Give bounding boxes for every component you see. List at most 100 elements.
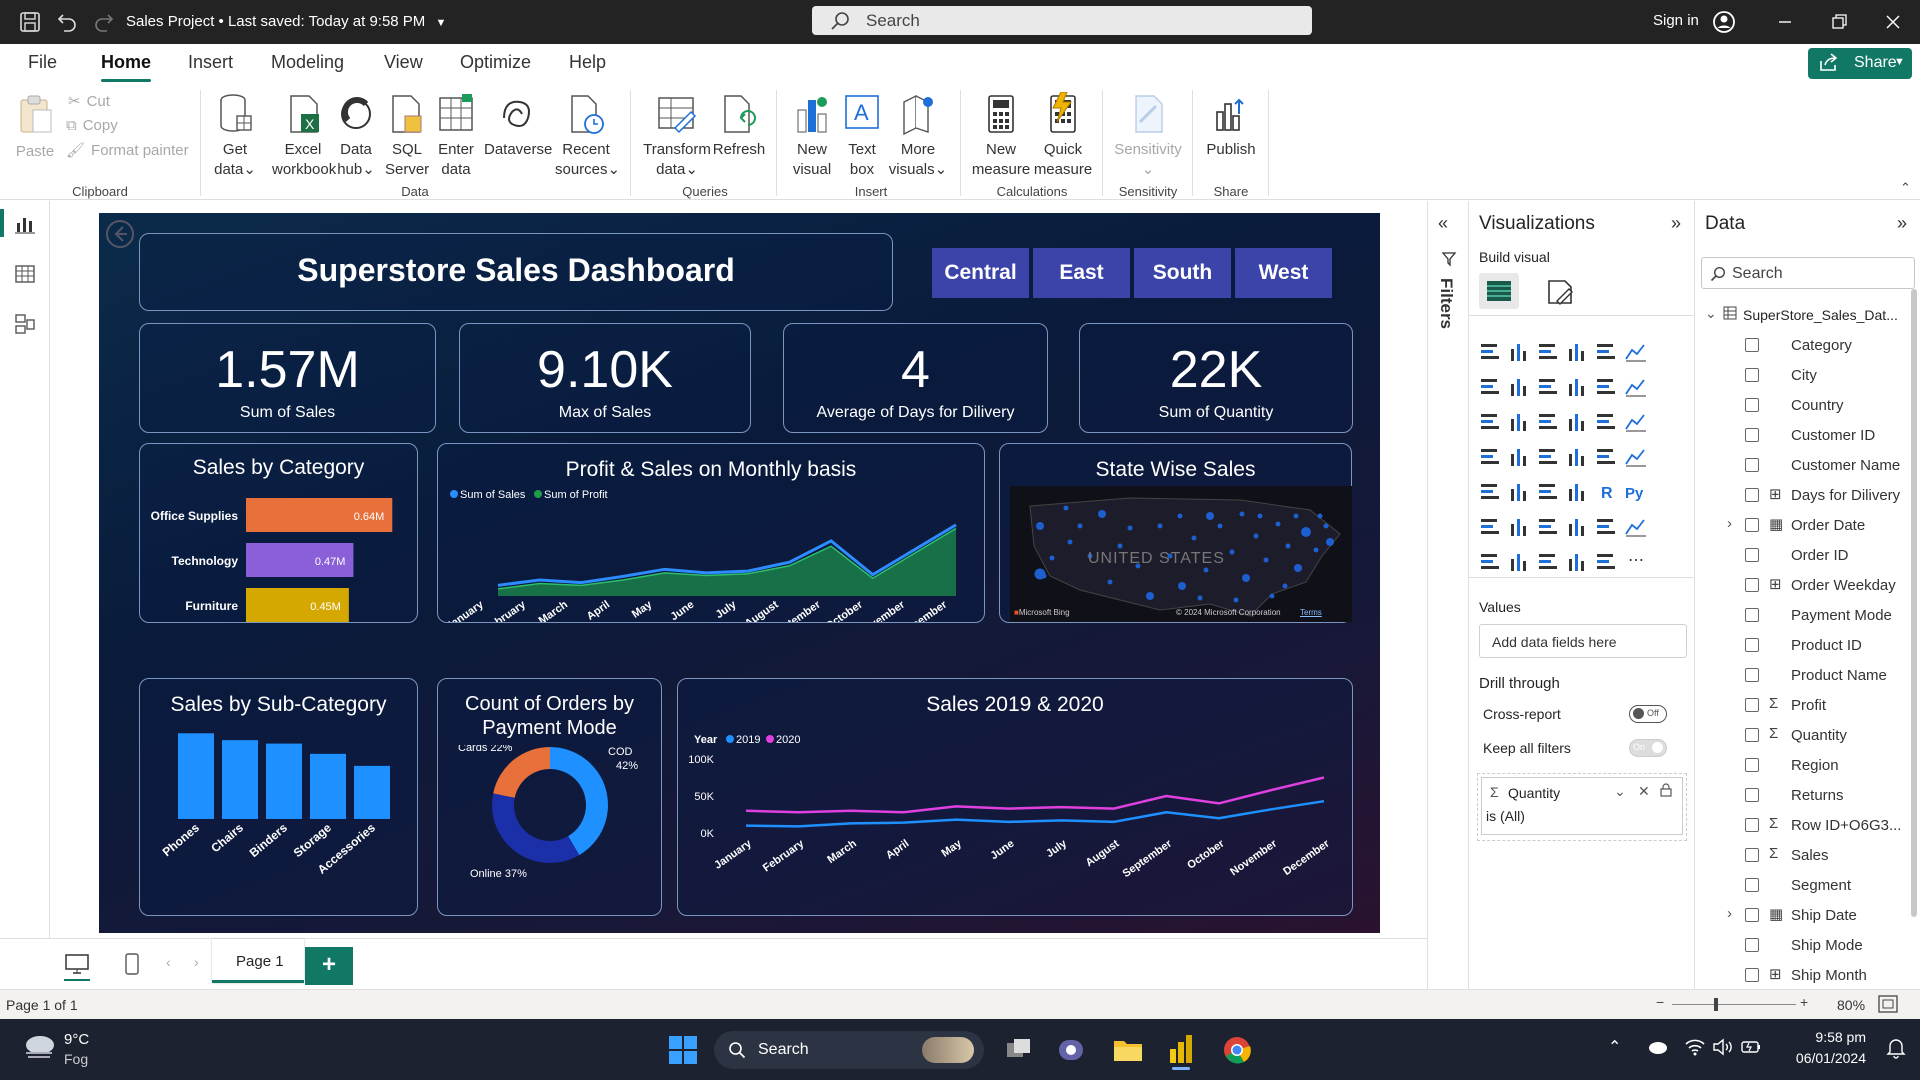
close-icon[interactable]: ✕ [1638, 783, 1650, 799]
field-item[interactable]: › ▦ Ship Date [1695, 901, 1920, 931]
field-item[interactable]: Segment [1695, 871, 1920, 901]
scrollbar[interactable] [1911, 289, 1917, 917]
battery-icon[interactable] [1740, 1037, 1762, 1057]
double-chevron-right-icon[interactable]: » [1671, 213, 1682, 233]
redo-icon[interactable] [92, 10, 116, 34]
field-item[interactable]: Σ Quantity [1695, 721, 1920, 751]
zoom-slider[interactable] [1672, 1004, 1796, 1005]
collapse-ribbon-icon[interactable]: ⌃ [1900, 180, 1911, 195]
card-icon[interactable] [1595, 446, 1619, 468]
sales-by-year-card[interactable]: Sales 2019 & 2020 Year 2019 2020 100K 50K 0K J… [677, 678, 1353, 916]
field-item[interactable]: City [1695, 361, 1920, 391]
slicer-icon[interactable] [1508, 481, 1532, 503]
account-icon[interactable] [1712, 10, 1736, 34]
field-item[interactable]: ⊞ Days for Dilivery [1695, 481, 1920, 511]
mobile-layout-icon[interactable] [124, 953, 140, 975]
state-wise-sales-card[interactable]: State Wise Sales UNITED STATES ■Microsof… [999, 443, 1352, 623]
power-automate-icon[interactable] [1537, 551, 1561, 573]
funnel-icon[interactable] [1508, 411, 1532, 433]
more-visuals-button[interactable]: More visuals⌄ [888, 92, 948, 180]
field-checkbox[interactable] [1745, 608, 1759, 622]
sensitivity-button[interactable]: Sensitivity ⌄ [1110, 92, 1186, 180]
azure-map-icon[interactable] [1537, 446, 1561, 468]
zoom-slider-thumb[interactable] [1714, 998, 1718, 1011]
model-view-icon[interactable] [14, 313, 36, 335]
scatter-icon[interactable] [1537, 411, 1561, 433]
wifi-icon[interactable] [1684, 1037, 1706, 1057]
field-item[interactable]: Region [1695, 751, 1920, 781]
data-hub-button[interactable]: Data hub⌄ [334, 92, 378, 180]
new-measure-button[interactable]: New measure [970, 92, 1032, 180]
field-checkbox[interactable] [1745, 488, 1759, 502]
kpi-card[interactable]: 1.57M Sum of Sales [139, 323, 436, 433]
field-item[interactable]: Payment Mode [1695, 601, 1920, 631]
desktop-layout-icon[interactable] [64, 953, 90, 981]
line-column-icon[interactable] [1566, 376, 1590, 398]
weather-cloud-icon[interactable] [20, 1031, 58, 1061]
page-tab[interactable]: Page 1 [212, 939, 304, 983]
stacked-column-icon[interactable] [1508, 341, 1532, 363]
power-apps-icon[interactable] [1508, 551, 1532, 573]
profit-sales-card[interactable]: Profit & Sales on Monthly basis Sum of S… [437, 443, 985, 623]
100-column-icon[interactable] [1624, 341, 1648, 363]
field-item[interactable]: Ship Mode [1695, 931, 1920, 961]
zoom-out-button[interactable]: − [1656, 994, 1665, 1010]
stacked-bar-icon[interactable] [1479, 341, 1503, 363]
table-icon[interactable] [1537, 481, 1561, 503]
field-checkbox[interactable] [1745, 338, 1759, 352]
field-checkbox[interactable] [1745, 458, 1759, 472]
report-view-icon[interactable] [14, 213, 36, 235]
area-icon[interactable] [1508, 376, 1532, 398]
menu-insert[interactable]: Insert [188, 52, 234, 72]
kpi-card[interactable]: 9.10K Max of Sales [459, 323, 751, 433]
menu-home[interactable]: Home [101, 52, 152, 72]
excel-workbook-button[interactable]: X Excel workbook [272, 92, 336, 180]
chevron-up-icon[interactable]: ⌃ [1608, 1039, 1622, 1056]
multi-row-card-icon[interactable] [1624, 446, 1648, 468]
file-explorer-icon[interactable] [1112, 1035, 1144, 1065]
double-chevron-left-icon[interactable]: « [1438, 213, 1449, 233]
drill-through-drop-zone[interactable] [1477, 773, 1687, 841]
values-drop-zone[interactable]: Add data fields here [1479, 624, 1687, 658]
copy-button[interactable]: ⧉ Copy [66, 117, 118, 134]
dataverse-button[interactable]: Dataverse [484, 92, 552, 160]
field-item[interactable]: Product Name [1695, 661, 1920, 691]
task-view-icon[interactable] [1004, 1037, 1034, 1063]
teams-icon[interactable] [1056, 1035, 1086, 1065]
field-item[interactable]: ⊞ Order Weekday [1695, 571, 1920, 601]
menu-optimize[interactable]: Optimize [460, 52, 532, 72]
close-icon[interactable] [1881, 10, 1905, 34]
chevron-right-icon[interactable]: › [194, 954, 199, 970]
back-arrow-icon[interactable] [105, 219, 135, 249]
transform-data-button[interactable]: Transform data⌄ [642, 92, 712, 180]
field-item[interactable]: Returns [1695, 781, 1920, 811]
field-checkbox[interactable] [1745, 968, 1759, 982]
filter-card-quantity[interactable]: Σ Quantity ⌄ ✕ is (All) [1481, 777, 1683, 835]
chevron-icon[interactable] [1595, 551, 1619, 573]
volume-icon[interactable] [1712, 1037, 1734, 1057]
region-button-east[interactable]: East [1033, 248, 1130, 298]
kpi-icon[interactable] [1479, 481, 1503, 503]
region-button-central[interactable]: Central [932, 248, 1029, 298]
clock-time[interactable]: 9:58 pm [1815, 1029, 1866, 1045]
menu-modeling[interactable]: Modeling [271, 52, 345, 72]
100-bar-icon[interactable] [1595, 341, 1619, 363]
region-button-west[interactable]: West [1235, 248, 1332, 298]
pie-icon[interactable] [1566, 411, 1590, 433]
document-title[interactable]: Sales Project • Last saved: Today at 9:5… [126, 13, 446, 30]
r-visual-icon[interactable]: R [1595, 481, 1619, 503]
field-checkbox[interactable] [1745, 638, 1759, 652]
keep-filters-toggle[interactable]: On [1629, 739, 1667, 757]
qa-icon[interactable] [1537, 516, 1561, 538]
chevron-right-icon[interactable]: › [1727, 515, 1732, 532]
table-view-icon[interactable] [14, 263, 36, 285]
new-visual-button[interactable]: New visual [788, 92, 836, 180]
line-icon[interactable] [1479, 376, 1503, 398]
cut-button[interactable]: ✂ Cut [68, 92, 110, 110]
orders-by-payment-card[interactable]: Count of Orders by Payment Mode COD 42% Ca… [437, 678, 662, 916]
recent-sources-button[interactable]: Recent sources⌄ [555, 92, 620, 180]
field-checkbox[interactable] [1745, 578, 1759, 592]
field-item[interactable]: Order ID [1695, 541, 1920, 571]
sales-by-subcategory-card[interactable]: Sales by Sub-Category Phones Chairs Binder… [139, 678, 418, 916]
field-item[interactable]: Category [1695, 331, 1920, 361]
